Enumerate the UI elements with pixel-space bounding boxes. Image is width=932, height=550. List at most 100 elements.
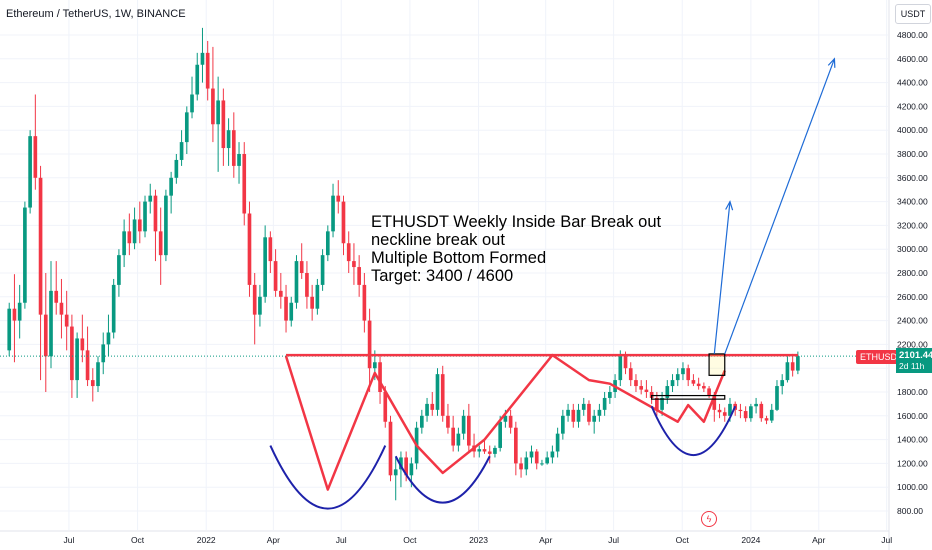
candle-body: [597, 409, 602, 416]
candle-body: [242, 154, 247, 214]
candle-body: [7, 308, 12, 351]
candle-body: [153, 195, 158, 232]
price-tick-label: 2400.00: [897, 316, 928, 326]
candle-body: [498, 421, 502, 448]
candle-body: [205, 52, 210, 89]
target-arrow: [724, 58, 835, 355]
time-tick-label: 2023: [469, 535, 488, 545]
candle-body: [420, 415, 424, 428]
candle-body: [446, 415, 450, 428]
candle-body: [451, 427, 455, 446]
candle-body: [331, 195, 335, 232]
flash-icon[interactable]: ϟ: [701, 511, 717, 527]
candle-body: [148, 195, 153, 202]
time-axis[interactable]: Jul Oct 2022 Apr Jul Oct 2023 Apr Jul Oct 2024 Apr J…: [0, 530, 892, 545]
candle-body: [634, 380, 638, 387]
candle-body: [310, 296, 314, 309]
candle-body: [790, 362, 795, 371]
candle-body: [346, 243, 351, 262]
time-tick-label: Jul: [63, 535, 74, 545]
candle-body: [85, 350, 90, 381]
candle-body: [383, 392, 388, 422]
candle-body: [278, 290, 283, 297]
candles-layer: [7, 27, 800, 501]
candle-body: [749, 406, 753, 419]
candle-body: [127, 231, 132, 244]
currency-button[interactable]: USDT: [895, 4, 931, 24]
bowl-arc: [269, 445, 387, 510]
candle-body: [258, 296, 262, 315]
price-tick-label: 1000.00: [897, 482, 928, 492]
inside-bar-box: [708, 353, 726, 376]
candle-body: [717, 409, 722, 413]
candle-body: [529, 451, 534, 458]
price-tick-label: 3600.00: [897, 173, 928, 183]
annotation-text[interactable]: ETHUSDT Weekly Inside Bar Break out neck…: [371, 213, 661, 285]
candle-body: [132, 219, 137, 244]
candle-body: [190, 94, 194, 113]
candle-body: [639, 386, 644, 390]
candle-body: [216, 100, 220, 125]
candle-body: [618, 356, 623, 381]
candle-body: [566, 409, 570, 416]
candle-body: [399, 457, 403, 470]
candle-body: [702, 386, 706, 389]
candle-body: [550, 451, 555, 458]
candle-body: [440, 374, 445, 416]
grid-layer: [0, 0, 888, 530]
candle-body: [660, 397, 664, 410]
candle-body: [226, 130, 231, 149]
candle-body: [80, 338, 85, 351]
price-tick-label: 3800.00: [897, 149, 928, 159]
candle-body: [571, 409, 576, 422]
candle-body: [435, 374, 440, 410]
candle-body: [722, 412, 727, 416]
annotation-line: neckline break out: [371, 231, 505, 249]
candle-body: [174, 159, 179, 178]
bowl-arc: [394, 455, 491, 504]
price-tick-label: 1200.00: [897, 458, 928, 468]
candle-body: [534, 451, 539, 464]
last-price: 2101.44: [899, 350, 932, 361]
candle-body: [409, 463, 414, 476]
candle-body: [28, 136, 32, 208]
price-tick-label: 2600.00: [897, 292, 928, 302]
candle-body: [184, 112, 189, 143]
candle-body: [299, 261, 304, 273]
candle-body: [691, 380, 696, 384]
candle-body: [467, 415, 471, 446]
price-tick-label: 3000.00: [897, 244, 928, 254]
candle-body: [315, 284, 320, 309]
candle-body: [38, 177, 43, 315]
price-axis[interactable]: 800.00 1000.00 1200.00 1400.00 1600.00 1800.0…: [888, 0, 928, 550]
candle-body: [372, 362, 377, 369]
candle-body: [456, 433, 461, 446]
candle-body: [602, 397, 607, 410]
candle-body: [655, 397, 659, 410]
candle-body: [268, 237, 273, 262]
candle-body: [137, 219, 142, 232]
candle-body: [122, 231, 126, 256]
candle-body: [195, 64, 200, 95]
candle-body: [54, 290, 59, 303]
candle-body: [12, 308, 17, 321]
price-tick-label: 4600.00: [897, 54, 928, 64]
candle-body: [404, 457, 408, 476]
price-tick-label: 1800.00: [897, 387, 928, 397]
target-arrow: [713, 201, 731, 354]
candle-body: [769, 409, 774, 421]
candle-body: [252, 284, 257, 315]
time-tick-label: Apr: [539, 535, 552, 545]
candle-body: [576, 409, 581, 422]
candle-body: [623, 356, 628, 369]
candle-body: [325, 231, 330, 256]
candle-body: [305, 273, 309, 297]
time-tick-label: Oct: [403, 535, 417, 545]
candle-body: [64, 314, 69, 327]
time-tick-label: Apr: [267, 535, 280, 545]
annotation-line: ETHUSDT Weekly Inside Bar Break out: [371, 213, 662, 231]
bowl-arc: [650, 405, 737, 457]
pattern-path: [284, 353, 726, 491]
candle-body: [284, 296, 288, 321]
